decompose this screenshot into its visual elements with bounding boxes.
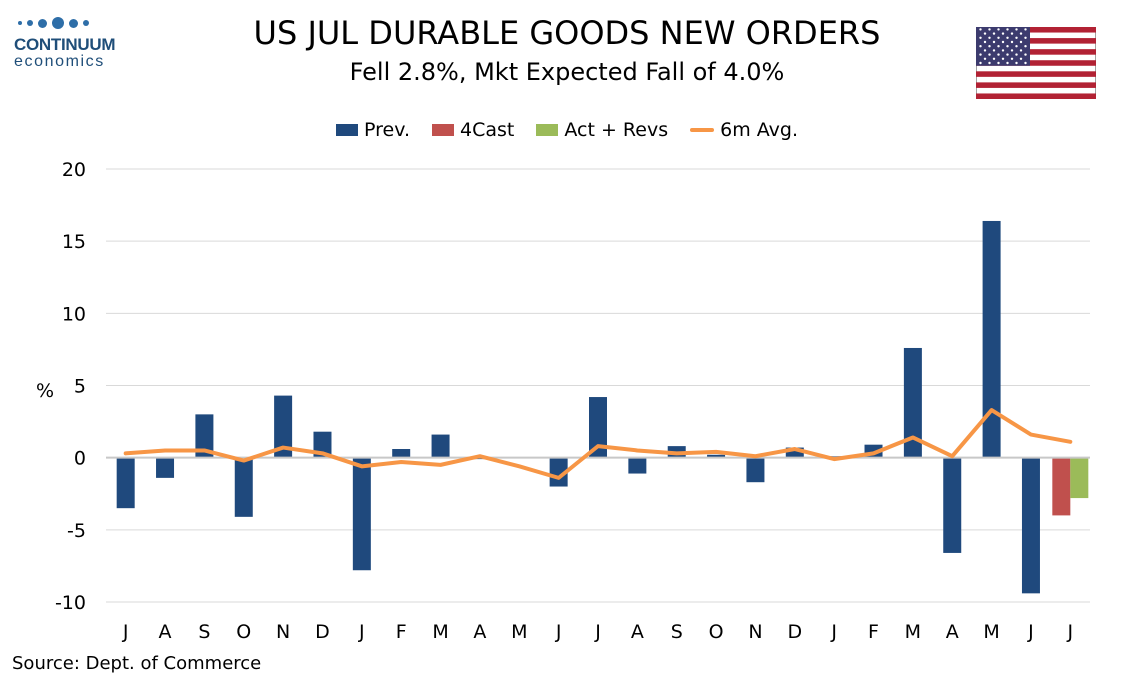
x-tick-label: S [198,621,210,643]
x-tick-label: J [1027,621,1034,643]
legend-label-actual: Act + Revs [564,119,669,141]
legend-item-6m-avg: 6m Avg. [690,119,798,141]
x-tick-label: J [830,621,837,643]
legend-label-4cast: 4Cast [460,119,515,141]
bar-prev [1021,457,1040,594]
line-6m-avg [123,408,1073,480]
bar-prev [352,457,371,571]
bar-4cast [1052,457,1071,516]
y-tick-label: 10 [62,303,86,325]
x-tick-label: A [631,621,644,643]
y-tick-label: 0 [74,448,86,470]
x-tick-label: N [276,621,290,643]
legend-label-prev: Prev. [364,119,411,141]
x-tick-label: J [1067,621,1074,643]
continuum-logo: CONTINUUM economics [14,14,144,71]
x-tick-label: J [122,621,129,643]
bar-prev [274,395,293,458]
x-tick-label: F [396,621,407,643]
x-tick-label: F [868,621,879,643]
y-tick-label: 5 [74,376,86,398]
x-tick-label: D [315,621,330,643]
legend-swatch-actual [536,124,559,136]
chart-subtitle: Fell 2.8%, Mkt Expected Fall of 4.0% [349,58,785,86]
bar-prev [549,457,568,487]
x-tick-label: J [594,621,601,643]
bar-actual [1070,457,1089,499]
legend-swatch-6m-avg [690,128,715,132]
y-axis-label: % [36,380,55,402]
y-tick-label: -5 [67,520,86,542]
bar-prev [982,220,1001,458]
x-tick-label: D [787,621,802,643]
bar-prev [785,447,804,458]
x-tick-label: A [946,621,959,643]
bar-prev [707,454,726,458]
legend-item-4cast: 4Cast [432,119,514,141]
x-tick-label: A [159,621,172,643]
y-tick-label: 15 [62,231,86,253]
logo-sub: economics [14,53,105,70]
chart-legend: Prev. 4Cast Act + Revs 6m Avg. [0,119,1134,141]
bar-prev [234,457,253,517]
source-note: Source: Dept. of Commerce [12,653,262,674]
x-tick-label: J [358,621,365,643]
legend-swatch-prev [336,124,358,136]
legend-item-actual: Act + Revs [536,119,668,141]
bar-prev [589,397,607,458]
logo-name: CONTINUUM [14,35,116,54]
bar-prev [116,457,135,509]
bar-prev [903,347,922,458]
legend-swatch-4cast [432,124,455,136]
x-tick-label: A [473,621,486,643]
bar-prev [431,434,450,458]
legend-item-prev: Prev. [336,119,410,141]
x-tick-label: M [905,621,921,643]
y-tick-label: -10 [55,592,86,614]
x-tick-label: J [555,621,562,643]
bar-prev [195,414,214,458]
x-tick-label: M [983,621,999,643]
y-tick-label: 20 [62,159,86,181]
x-tick-label: N [748,621,762,643]
x-tick-label: M [511,621,527,643]
us-flag-icon [976,27,1096,99]
bar-prev [943,457,962,553]
x-tick-label: M [432,621,448,643]
bar-prev [156,457,175,478]
bar-prev [746,457,765,483]
legend-label-6m-avg: 6m Avg. [720,119,798,141]
bar-prev [628,457,647,474]
chart-title: US JUL DURABLE GOODS NEW ORDERS [253,14,881,52]
bar-prev [392,449,411,458]
x-tick-label: O [709,621,724,643]
logo-dots-icon [18,14,144,32]
x-tick-label: S [671,621,683,643]
x-tick-label: O [236,621,251,643]
